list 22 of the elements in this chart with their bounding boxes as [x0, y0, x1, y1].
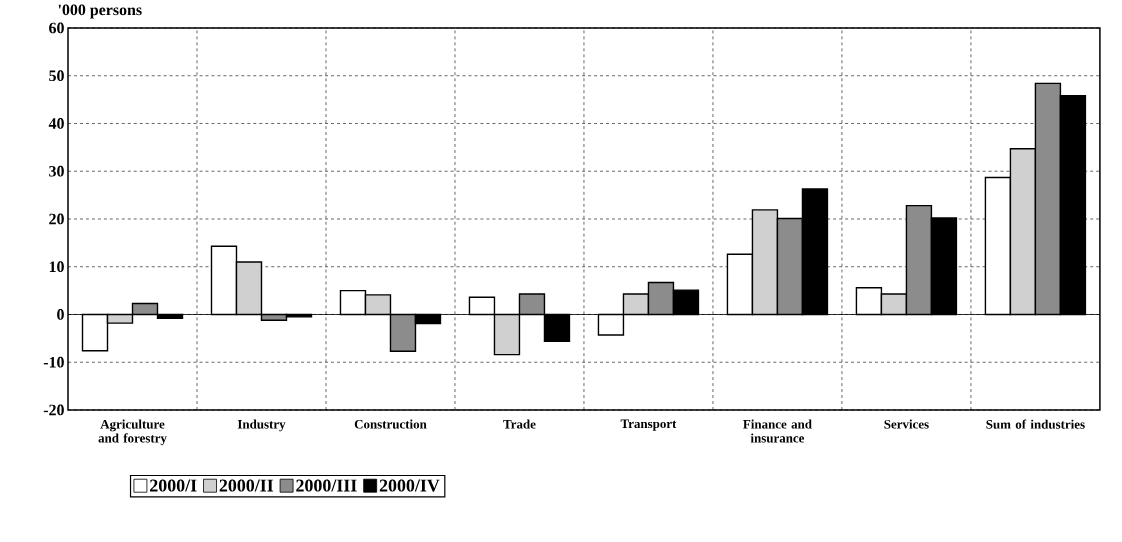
- y-tick-label: 30: [49, 165, 64, 177]
- y-tick-label: -20: [43, 404, 64, 416]
- y-tick-label: 10: [49, 261, 64, 273]
- y-tick-label: 0: [57, 309, 64, 320]
- y-tick-label: 60: [49, 22, 64, 34]
- legend-label: 2000/II: [219, 479, 274, 492]
- x-tick-label: Industry: [237, 419, 286, 432]
- legend-label: 2000/III: [296, 479, 357, 492]
- x-tick-label: Construction: [354, 419, 427, 429]
- legend-label: 2000/IV: [379, 479, 440, 492]
- y-tick-label: 50: [49, 70, 64, 82]
- x-tick-label: Trade: [503, 419, 536, 429]
- x-tick-label: Transport: [620, 419, 677, 431]
- legend-label: 2000/I: [150, 479, 197, 492]
- x-tick-label: Sum of industries: [986, 419, 1085, 429]
- y-tick-label: 40: [48, 118, 64, 129]
- x-tick-label: Services: [884, 419, 929, 429]
- x-tick-label: Agriculture and forestry: [98, 419, 167, 446]
- x-tick-label: Finance and insurance: [743, 419, 812, 443]
- y-tick-label: 20: [49, 213, 64, 225]
- y-tick-label: -10: [43, 356, 64, 368]
- y-axis-title: '000 persons: [58, 4, 142, 19]
